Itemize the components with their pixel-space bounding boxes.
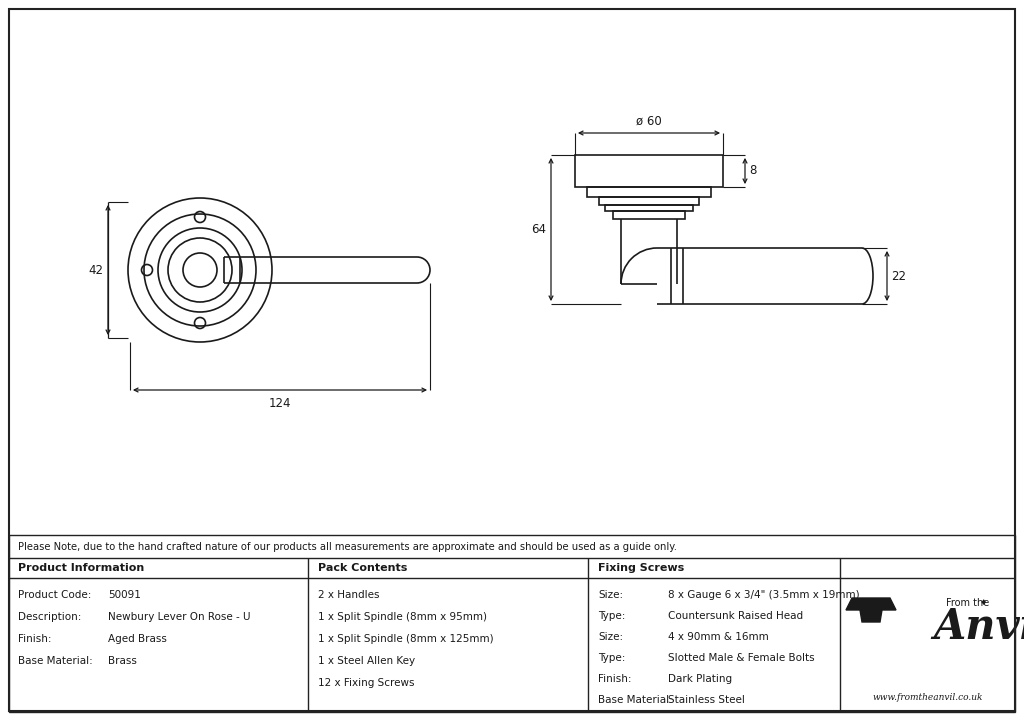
Text: Aged Brass: Aged Brass — [108, 634, 167, 644]
Bar — [575, 155, 723, 187]
Text: Newbury Lever On Rose - U: Newbury Lever On Rose - U — [108, 612, 251, 622]
Text: Finish:: Finish: — [18, 634, 51, 644]
Text: 8: 8 — [749, 164, 757, 178]
Text: 1 x Split Spindle (8mm x 95mm): 1 x Split Spindle (8mm x 95mm) — [318, 612, 487, 622]
Bar — [9, 535, 1015, 712]
Text: Size:: Size: — [598, 590, 624, 600]
Text: 2 x Handles: 2 x Handles — [318, 590, 380, 600]
Text: Base Material:: Base Material: — [18, 656, 93, 666]
Text: Fixing Screws: Fixing Screws — [598, 563, 684, 573]
Text: Please Note, due to the hand crafted nature of our products all measurements are: Please Note, due to the hand crafted nat… — [18, 541, 677, 552]
Text: Stainless Steel: Stainless Steel — [668, 695, 744, 705]
Text: 12 x Fixing Screws: 12 x Fixing Screws — [318, 678, 415, 688]
Text: 22: 22 — [891, 269, 906, 282]
Text: ♦: ♦ — [980, 598, 987, 607]
Text: 64: 64 — [531, 223, 546, 236]
Polygon shape — [846, 598, 896, 610]
Text: 4 x 90mm & 16mm: 4 x 90mm & 16mm — [668, 632, 769, 642]
Polygon shape — [860, 610, 882, 622]
Text: Slotted Male & Female Bolts: Slotted Male & Female Bolts — [668, 653, 815, 663]
Text: Brass: Brass — [108, 656, 137, 666]
Text: 1 x Steel Allen Key: 1 x Steel Allen Key — [318, 656, 415, 666]
Text: 50091: 50091 — [108, 590, 141, 600]
Text: www.fromtheanvil.co.uk: www.fromtheanvil.co.uk — [872, 693, 983, 702]
Bar — [587, 187, 711, 197]
Text: 1 x Split Spindle (8mm x 125mm): 1 x Split Spindle (8mm x 125mm) — [318, 634, 494, 644]
Bar — [599, 197, 699, 205]
Bar — [605, 205, 693, 211]
Text: 42: 42 — [88, 264, 103, 276]
Text: Anvil: Anvil — [934, 606, 1024, 648]
Text: 8 x Gauge 6 x 3/4" (3.5mm x 19mm): 8 x Gauge 6 x 3/4" (3.5mm x 19mm) — [668, 590, 859, 600]
Text: Dark Plating: Dark Plating — [668, 674, 732, 684]
Bar — [613, 211, 685, 219]
Text: Countersunk Raised Head: Countersunk Raised Head — [668, 611, 803, 621]
Text: Pack Contents: Pack Contents — [318, 563, 408, 573]
Text: ø 60: ø 60 — [636, 115, 662, 128]
Text: Base Material:: Base Material: — [598, 695, 673, 705]
Text: 124: 124 — [268, 397, 291, 410]
Text: Product Information: Product Information — [18, 563, 144, 573]
Text: Type:: Type: — [598, 611, 626, 621]
Text: Description:: Description: — [18, 612, 81, 622]
Text: Type:: Type: — [598, 653, 626, 663]
Text: Product Code:: Product Code: — [18, 590, 91, 600]
Text: Size:: Size: — [598, 632, 624, 642]
Text: From the: From the — [945, 598, 989, 608]
Text: Finish:: Finish: — [598, 674, 632, 684]
